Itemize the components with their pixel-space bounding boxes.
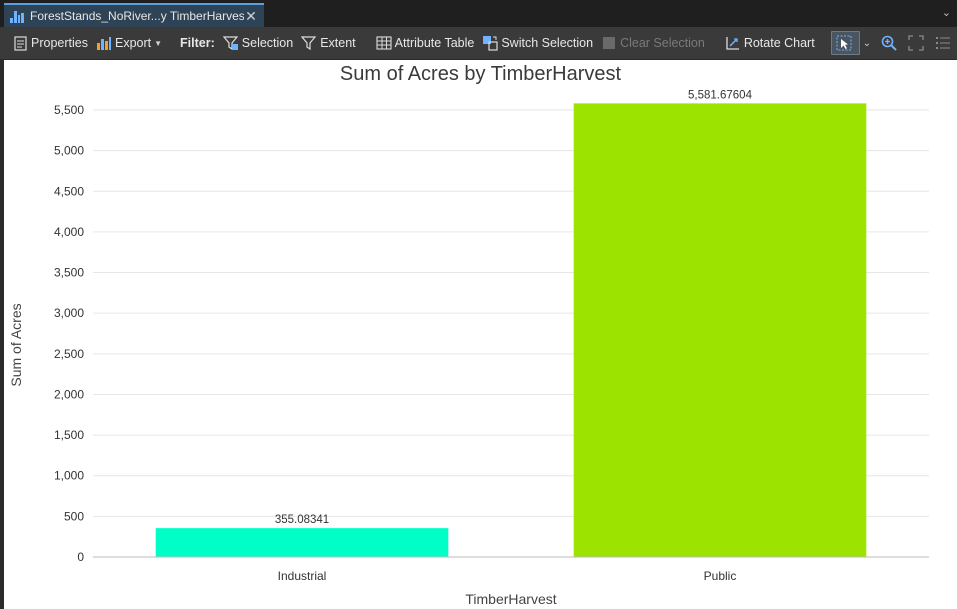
select-tool-dropdown-icon[interactable]: ⌄	[862, 37, 872, 49]
y-tick-labels: 0 500 1,000 1,500 2,000 2,500 3,000 3,500 4,000 4…	[54, 103, 84, 564]
filter-extent-icon	[301, 35, 317, 51]
list-options-button[interactable]: ⌄	[931, 31, 957, 55]
extent-label: Extent	[320, 36, 356, 50]
x-tick-label: Industrial	[278, 569, 327, 583]
data-labels: 355.08341 5,581.67604	[275, 89, 753, 526]
tab-label: ForestStands_NoRiver...y TimberHarvest	[30, 9, 244, 23]
clear-selection-label: Clear Selection	[620, 36, 705, 50]
clear-selection-icon	[601, 35, 617, 51]
properties-icon	[12, 35, 28, 51]
filter-selection-icon	[222, 35, 239, 51]
filter-extent-button[interactable]: Extent	[297, 31, 359, 55]
tab-strip: ForestStands_NoRiver...y TimberHarvest ✕…	[0, 0, 957, 27]
export-button[interactable]: Export ▼	[92, 31, 166, 55]
y-tick-label: 1,500	[54, 428, 84, 442]
chart-title: Sum of Acres by TimberHarvest	[339, 63, 622, 85]
data-label: 5,581.67604	[688, 89, 753, 101]
select-cursor-icon	[836, 35, 852, 51]
x-tick-labels: Industrial Public	[278, 569, 737, 583]
select-tool-button[interactable]	[830, 31, 860, 55]
clear-selection-button[interactable]: Clear Selection	[597, 31, 709, 55]
switch-selection-label: Switch Selection	[501, 36, 594, 50]
dropdown-caret-icon: ▼	[154, 38, 163, 48]
rotate-chart-icon	[725, 35, 741, 51]
full-extent-icon	[908, 35, 924, 51]
selection-label: Selection	[241, 36, 294, 50]
y-tick-label: 1,000	[54, 469, 84, 483]
x-axis-title: TimberHarvest	[465, 591, 556, 607]
y-tick-label: 3,000	[54, 306, 84, 320]
bar-chart-icon	[10, 9, 24, 23]
chevron-down-icon[interactable]: ⌄	[941, 7, 951, 19]
zoom-in-icon	[881, 35, 897, 51]
bar-public[interactable]	[573, 103, 867, 557]
close-icon[interactable]: ✕	[245, 7, 257, 24]
table-icon	[376, 35, 392, 51]
export-label: Export	[114, 36, 152, 50]
y-tick-label: 2,000	[54, 387, 84, 401]
export-chart-icon	[96, 35, 112, 51]
rotate-chart-label: Rotate Chart	[743, 36, 815, 50]
attribute-table-button[interactable]: Attribute Table	[372, 31, 479, 55]
switch-selection-button[interactable]: Switch Selection	[478, 31, 597, 55]
attribute-table-label: Attribute Table	[394, 36, 475, 50]
y-tick-label: 4,000	[54, 225, 84, 239]
chart-toolbar: Properties Export ▼ Filter: Selection Ex…	[0, 27, 957, 60]
bars	[155, 103, 867, 557]
y-tick-label: 4,500	[54, 184, 84, 198]
y-tick-label: 5,500	[54, 103, 84, 117]
filter-label: Filter:	[180, 36, 215, 50]
zoom-in-button[interactable]	[877, 31, 904, 55]
y-tick-label: 2,500	[54, 347, 84, 361]
data-label: 355.08341	[275, 514, 329, 526]
bar-industrial[interactable]	[155, 528, 449, 557]
full-extent-button[interactable]	[904, 31, 931, 55]
y-tick-label: 0	[77, 550, 84, 564]
filter-selection-button[interactable]: Selection	[219, 31, 297, 55]
x-tick-label: Public	[704, 569, 737, 583]
properties-button[interactable]: Properties	[8, 31, 92, 55]
rotate-chart-button[interactable]: Rotate Chart	[721, 31, 819, 55]
switch-selection-icon	[482, 35, 498, 51]
chart-panel: Sum of Acres by TimberHarvest 0 500 1,000 1…	[4, 60, 957, 609]
list-options-icon	[935, 35, 951, 51]
properties-label: Properties	[31, 36, 88, 50]
y-tick-label: 5,000	[54, 144, 84, 158]
y-axis-title: Sum of Acres	[8, 303, 24, 386]
tab-chart[interactable]: ForestStands_NoRiver...y TimberHarvest ✕	[4, 3, 264, 27]
y-tick-label: 500	[64, 509, 84, 523]
y-tick-label: 3,500	[54, 266, 84, 280]
bar-chart: 0 500 1,000 1,500 2,000 2,500 3,000 3,500 4,000 4…	[8, 89, 929, 607]
